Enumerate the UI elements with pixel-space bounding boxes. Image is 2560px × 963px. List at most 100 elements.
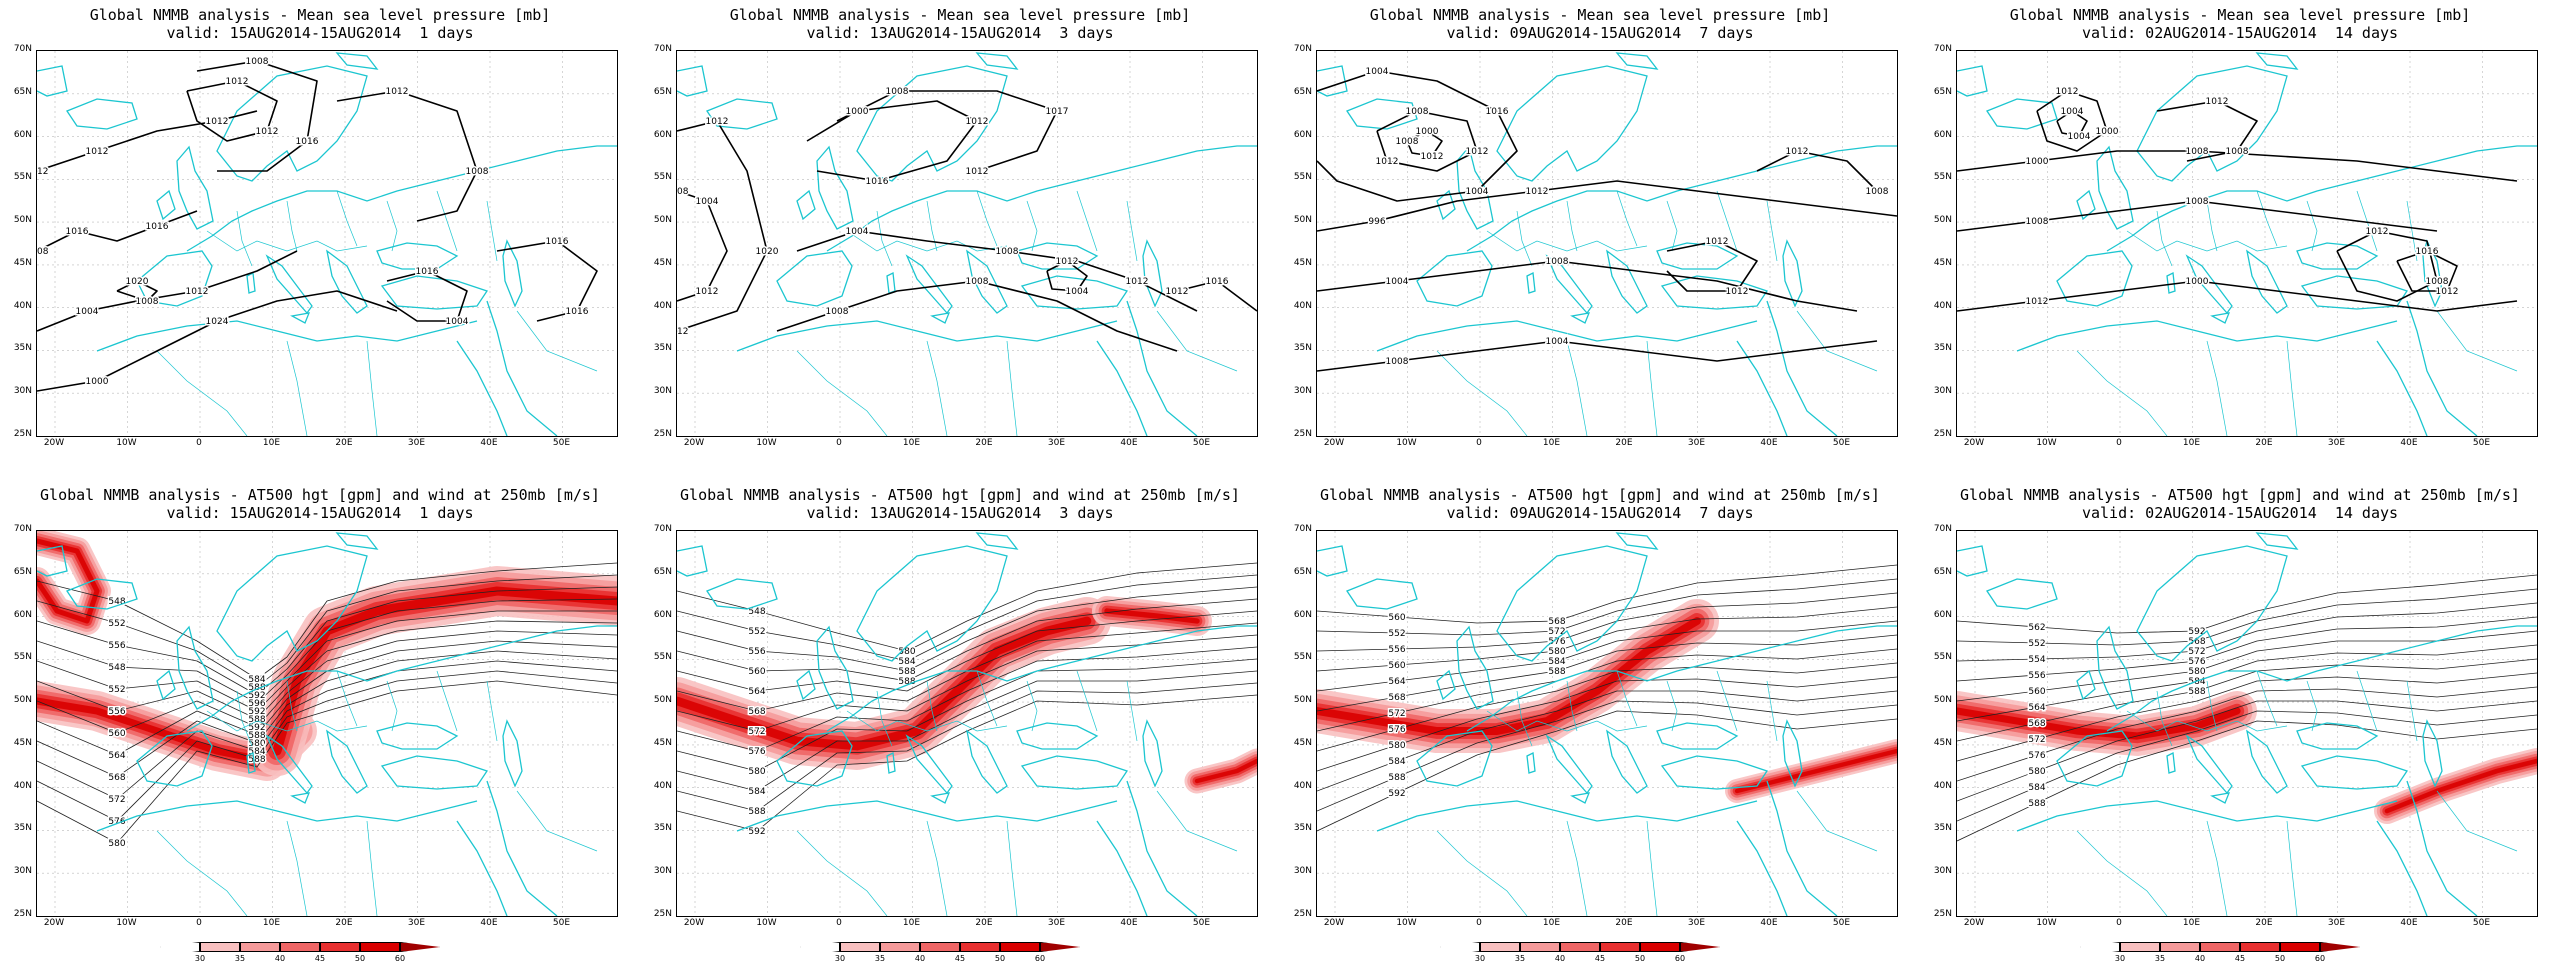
contour-label: 1016 — [566, 307, 589, 317]
colorbar-tick-label: 50 — [1634, 954, 1646, 963]
contour-label: 1008 — [886, 87, 909, 97]
colorbar-swatch — [2280, 942, 2320, 952]
latitude-label: 65N — [1933, 566, 1952, 577]
coastline — [326, 249, 368, 314]
longitude-label: 10E — [1542, 918, 1561, 928]
coastline — [677, 65, 708, 97]
contour-label: 576 — [2028, 751, 2045, 761]
coastline — [2096, 625, 2134, 710]
contour-line — [1957, 602, 2537, 662]
country-border — [796, 350, 888, 436]
longitude-label: 10E — [2182, 918, 2201, 928]
contour-label: 1012 — [226, 77, 249, 87]
coastline — [776, 250, 853, 307]
latitude-label: 35N — [1933, 823, 1952, 834]
panel-title: Global NMMB analysis - Mean sea level pr… — [1280, 6, 1920, 42]
coastline — [486, 300, 558, 436]
contour-label: 1012 — [2056, 87, 2079, 97]
contour-line — [1046, 260, 1088, 292]
coastline — [1986, 98, 2058, 130]
longitude-label: 50E — [1192, 918, 1211, 928]
panel-title: Global NMMB analysis - AT500 hgt [gpm] a… — [1280, 486, 1920, 522]
panel-title: Global NMMB analysis - Mean sea level pr… — [1920, 6, 2560, 42]
title-line-2: valid: 02AUG2014-15AUG2014 14 days — [2081, 24, 2399, 42]
contour-line — [37, 680, 617, 844]
country-border — [1646, 340, 1658, 436]
coastline — [1656, 242, 1739, 270]
latitude-label: 30N — [1933, 386, 1952, 397]
longitude-label: 20W — [683, 438, 705, 448]
contour-label: 1008 — [37, 247, 49, 257]
contour-label: 1008 — [2186, 197, 2209, 207]
coastline — [1526, 752, 1536, 774]
country-border — [1766, 200, 1778, 262]
country-border — [1436, 830, 1528, 916]
contour-line — [1317, 592, 1897, 652]
contour-label: 1012 — [386, 87, 409, 97]
contour-line — [677, 562, 1257, 652]
country-border — [2076, 350, 2168, 436]
country-border — [2406, 200, 2418, 262]
colorbar-tick-label: 35 — [234, 954, 246, 963]
colorbar-tick-label: 45 — [1594, 954, 1606, 963]
contour-label: 1012 — [696, 287, 719, 297]
colorbar-swatch — [880, 942, 920, 952]
coastline — [1766, 780, 1838, 916]
longitude-label: 20W — [1323, 918, 1345, 928]
contour-line — [677, 694, 1257, 832]
contour-label: 584 — [2028, 783, 2045, 793]
longitude-label: 20E — [2255, 438, 2273, 448]
coastlines — [37, 52, 617, 436]
contour-label: 1012 — [1126, 277, 1149, 287]
contour-label: 560 — [108, 729, 125, 739]
contour-line — [1176, 280, 1257, 312]
coastline — [2422, 719, 2443, 788]
map-svg: 1012 1004 1000 1008 1004 1008 1012 1016 1020 1012… — [677, 51, 1257, 436]
latitude-label: 45N — [653, 257, 672, 268]
contour-line — [1317, 564, 1897, 624]
coastline — [1986, 578, 2058, 610]
contour-label: 572 — [108, 795, 125, 805]
map-frame: 1004 1008 1000 996 1004 1008 1012 1012 1016 1012 1… — [1316, 50, 1898, 437]
contour-line — [1957, 720, 2537, 842]
title-line-1: Global NMMB analysis - Mean sea level pr… — [729, 6, 1191, 24]
contour-line — [37, 670, 617, 822]
latitude-label: 25N — [653, 909, 672, 919]
longitude-label: 20W — [1323, 438, 1345, 448]
contour-line — [37, 562, 617, 680]
country-border — [1126, 200, 1138, 262]
contour-label: 576 — [1548, 637, 1565, 647]
contour-label: 562 — [2028, 623, 2045, 633]
contour-label: 584 — [898, 657, 915, 667]
coastline — [1317, 65, 1348, 97]
country-border — [2306, 680, 2318, 732]
contour-label: 572 — [1548, 627, 1565, 637]
longitude-label: 50E — [1832, 918, 1851, 928]
latitude-label: 25N — [1293, 429, 1312, 439]
coastline — [156, 189, 176, 221]
latitude-label: 65N — [653, 86, 672, 97]
colorbar-tick-label: 35 — [1514, 954, 1526, 963]
contour-label: 568 — [108, 773, 125, 783]
contour-line — [1406, 130, 1443, 157]
latitude-label: 25N — [653, 429, 672, 439]
contour-label: 1008 — [1866, 187, 1889, 197]
colorbar-swatch — [1640, 942, 1680, 952]
contour-line — [677, 120, 768, 332]
contour-label: 1012 — [1786, 147, 1809, 157]
contour-label: 592 — [248, 723, 265, 733]
country-border — [846, 230, 1008, 252]
country-border — [1076, 670, 1098, 732]
country-border — [1486, 710, 1648, 732]
coastlines — [677, 52, 1257, 436]
coastline — [1496, 545, 1648, 662]
colorbar-tick-label: 30 — [834, 954, 846, 963]
colorbar-tick-label: 30 — [1474, 954, 1486, 963]
contour-label: 588 — [898, 667, 915, 677]
country-border — [286, 680, 298, 732]
map-frame: 560 552 556 560 564 568 572 576 580 584 588 592 568 5… — [1316, 530, 1898, 917]
coastline — [2185, 734, 2233, 795]
contour-line — [677, 658, 1257, 772]
title-line-1: Global NMMB analysis - Mean sea level pr… — [89, 6, 551, 24]
coastline — [1416, 730, 1493, 787]
